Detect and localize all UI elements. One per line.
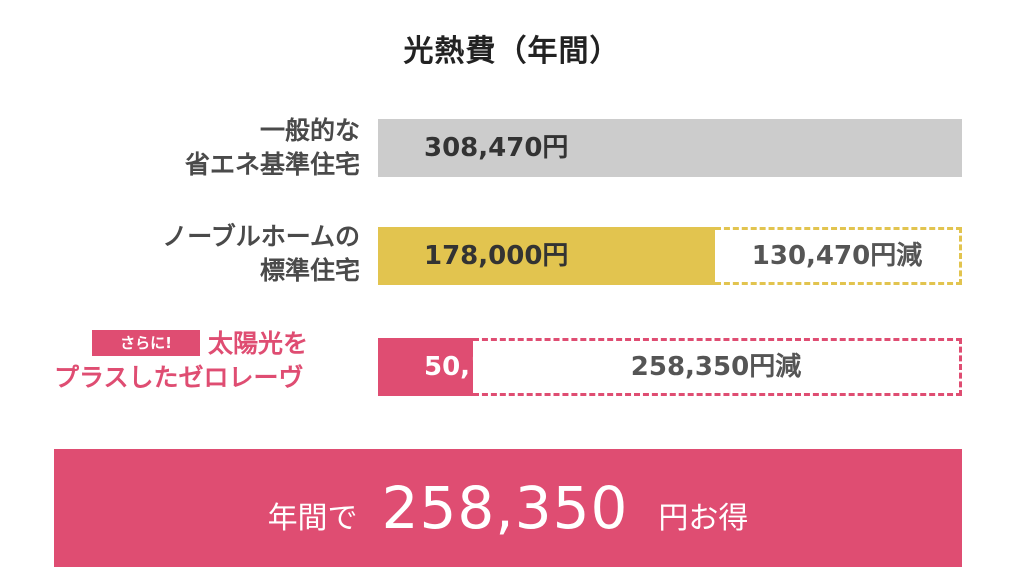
row-label-standard: 一般的な 省エネ基準住宅 bbox=[185, 114, 360, 182]
row-label-zero-line2: プラスしたゼロレーヴ bbox=[54, 363, 304, 392]
row-label-line: ノーブルホームの bbox=[162, 222, 360, 251]
bar-zero bbox=[378, 338, 473, 396]
bar-track-zero: 50,120円 258,350円減 bbox=[378, 338, 962, 396]
bar-value-noble: 178,000円 bbox=[424, 241, 569, 271]
summary-amount: 258,350 bbox=[381, 474, 629, 542]
chart-title: 光熱費（年間） bbox=[403, 34, 621, 69]
bar-value-standard: 308,470円 bbox=[424, 133, 569, 163]
summary-suffix: 円お得 bbox=[658, 501, 749, 536]
row-label-zero-line1: 太陽光を bbox=[208, 329, 309, 358]
row-label-line: 標準住宅 bbox=[259, 256, 360, 285]
row-label-line: 省エネ基準住宅 bbox=[184, 150, 360, 179]
extra-tag: さらに! bbox=[92, 330, 209, 356]
bar-track-noble: 178,000円 130,470円減 bbox=[378, 227, 962, 285]
savings-zero: 258,350円減 bbox=[473, 338, 962, 396]
bar-standard bbox=[378, 119, 962, 177]
bar-track-standard: 308,470円 bbox=[378, 119, 962, 177]
savings-summary: 年間で 258,350 円お得 bbox=[54, 449, 962, 567]
savings-noble: 130,470円減 bbox=[715, 227, 962, 285]
bar-noble bbox=[378, 227, 715, 285]
summary-prefix: 年間で bbox=[267, 501, 358, 536]
row-label-noble: ノーブルホームの 標準住宅 bbox=[162, 220, 360, 288]
bar-value-zero: 50,120円 bbox=[424, 352, 551, 382]
row-label-line: 一般的な bbox=[259, 116, 360, 145]
